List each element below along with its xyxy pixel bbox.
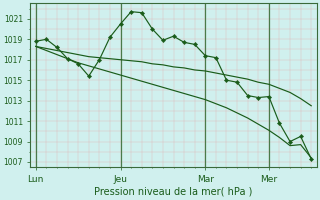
X-axis label: Pression niveau de la mer( hPa ): Pression niveau de la mer( hPa ) (94, 187, 253, 197)
